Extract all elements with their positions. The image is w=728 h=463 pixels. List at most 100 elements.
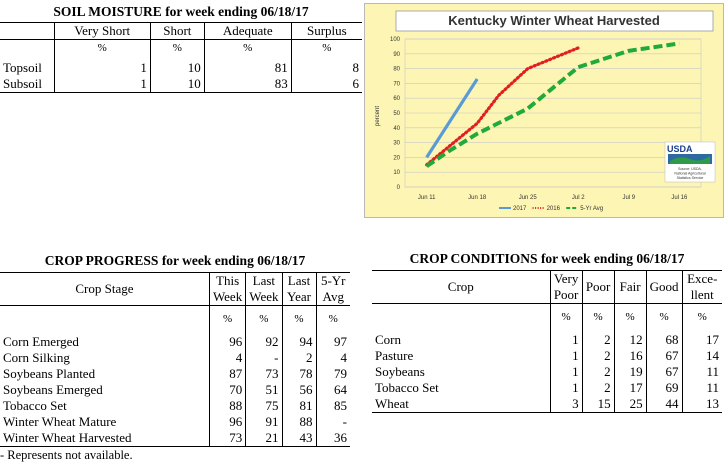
row-label: Tobacco Set xyxy=(3,398,67,413)
progress-unit: % xyxy=(245,311,282,327)
cell-value: 91 xyxy=(245,414,282,430)
table-row: Winter Wheat Harvested 73 21 43 36 xyxy=(0,430,350,447)
progress-header-5yr-avg: 5-Yr Avg xyxy=(315,272,350,306)
cell-value: 4 xyxy=(208,350,246,366)
chart-title-box xyxy=(395,10,714,32)
table-row: Soybeans 1 2 19 67 11 xyxy=(372,364,722,380)
row-label: Soybeans Planted xyxy=(3,366,96,381)
row-label: Subsoil xyxy=(0,76,54,93)
chart-svg: Kentucky Winter Wheat Harvested 0 10 20 30 4… xyxy=(375,10,716,212)
soil-unit: % xyxy=(290,39,362,56)
cell-value: 1 xyxy=(53,60,151,76)
y-tick-label: 70 xyxy=(393,81,400,87)
cell-value: 2 xyxy=(581,364,615,380)
wheat-harvest-chart: Kentucky Winter Wheat Harvested 0 10 20 30 4… xyxy=(364,3,724,218)
soil-moisture-panel: SOIL MOISTURE for week ending 06/18/17 V… xyxy=(0,4,362,93)
cell-value: 83 xyxy=(203,76,292,93)
crop-conditions-panel: CROP CONDITIONS for week ending 06/18/17… xyxy=(372,251,722,413)
cell-value: 2 xyxy=(581,380,615,396)
conditions-unit: % xyxy=(645,309,682,325)
cell-value: 67 xyxy=(645,348,682,364)
row-label: Corn Emerged xyxy=(3,334,79,349)
cell-value: 17 xyxy=(613,380,647,396)
cell-value: 36 xyxy=(315,430,350,447)
table-row: Tobacco Set 1 2 17 69 11 xyxy=(372,380,722,396)
cell-value: 97 xyxy=(315,334,350,350)
legend-label: 2017 xyxy=(513,206,527,212)
chart-ylabel: percent xyxy=(375,106,381,126)
series-line-1 xyxy=(425,46,580,167)
crop-conditions-table: Crop Very Poor Poor Fair Good Exce-llent … xyxy=(372,270,722,413)
conditions-header-fair: Fair xyxy=(613,270,647,304)
crop-progress-title: CROP PROGRESS for week ending 06/18/17 xyxy=(44,253,306,268)
cell-value: 17 xyxy=(681,332,722,348)
row-label: Corn Silking xyxy=(3,350,70,365)
soil-header-surplus: Surplus xyxy=(290,22,362,40)
cell-value: 2 xyxy=(281,350,316,366)
cell-value: 1 xyxy=(53,76,151,93)
cell-value: 13 xyxy=(681,396,722,413)
progress-header-stage: Crop Stage xyxy=(0,272,210,306)
progress-unit: % xyxy=(281,311,316,327)
conditions-header-excellent: Exce-llent xyxy=(681,270,722,304)
table-row: Winter Wheat Mature 96 91 88- xyxy=(0,414,350,430)
y-tick-label: 0 xyxy=(397,185,401,191)
soil-header-adequate: Adequate xyxy=(203,22,292,40)
crop-progress-table: Crop Stage This Week Last Week Last Year 5-… xyxy=(0,272,350,447)
cell-value: 6 xyxy=(290,76,362,93)
cell-value: 78 xyxy=(281,366,316,382)
cell-value: 1 xyxy=(549,332,583,348)
cell-value: 96 xyxy=(208,334,246,350)
soil-unit-row: % % % % xyxy=(0,39,362,56)
table-row: Corn Emerged 96 92 94 97 xyxy=(0,334,350,350)
table-row: Tobacco Set 88 75 81 85 xyxy=(0,398,350,414)
cell-value: 11 xyxy=(681,380,722,396)
conditions-unit: % xyxy=(613,309,647,325)
progress-unit: % xyxy=(315,311,350,327)
cell-value: - xyxy=(245,350,282,366)
cell-value: 11 xyxy=(681,364,722,380)
y-tick-label: 10 xyxy=(393,170,400,176)
cell-value: 15 xyxy=(581,396,615,413)
table-row: Corn Silking 4-2 4 xyxy=(0,350,350,366)
soil-header-short: Short xyxy=(149,22,205,40)
conditions-unit: % xyxy=(581,309,615,325)
cell-value: 87 xyxy=(208,366,246,382)
cell-value: 92 xyxy=(245,334,282,350)
crop-conditions-title: CROP CONDITIONS for week ending 06/18/17 xyxy=(409,251,685,266)
progress-header-last-year: Last Year xyxy=(281,272,316,306)
cell-value: 73 xyxy=(245,366,282,382)
cell-value: 51 xyxy=(245,382,282,398)
row-label: Tobacco Set xyxy=(375,380,439,395)
cell-value: 94 xyxy=(281,334,316,350)
soil-unit: % xyxy=(203,39,292,56)
cell-value: 1 xyxy=(549,380,583,396)
usda-logo: USDA Source: USDA, National Agricultural… xyxy=(664,141,716,183)
soil-moisture-title: SOIL MOISTURE for week ending 06/18/17 xyxy=(53,4,309,19)
cell-value: 67 xyxy=(645,364,682,380)
y-tick-label: 40 xyxy=(393,126,400,132)
soil-unit: % xyxy=(53,39,151,56)
cell-value: 14 xyxy=(681,348,722,364)
conditions-unit: % xyxy=(549,309,583,325)
progress-header-this-week: This Week xyxy=(208,272,246,306)
chart-y-ticks: 0 10 20 30 40 50 60 70 80 90 100 xyxy=(390,37,401,191)
progress-body: Corn Emerged 96 92 94 97 Corn Silking 4-2 4 Soyb… xyxy=(0,334,350,447)
cell-value: 75 xyxy=(245,398,282,414)
conditions-unit: % xyxy=(681,309,722,325)
cell-value: 64 xyxy=(315,382,350,398)
cell-value: 44 xyxy=(645,396,682,413)
series-line-2 xyxy=(425,41,680,168)
progress-unit: % xyxy=(208,311,246,327)
y-tick-label: 50 xyxy=(393,111,400,117)
chart-x-ticks: Jun 11 Jun 18 Jun 25 Jul 2 Jul 9 Jul 16 xyxy=(418,195,688,201)
chart-grid xyxy=(404,38,702,188)
row-label: Soybeans Emerged xyxy=(3,382,103,397)
table-row: Wheat 3 15 25 44 13 xyxy=(372,396,722,413)
row-label: Wheat xyxy=(372,396,551,413)
soil-spacer-row xyxy=(0,56,362,60)
x-tick-label: Jun 25 xyxy=(519,195,538,201)
row-label: Winter Wheat Mature xyxy=(3,414,117,429)
soil-moisture-table: Very Short Short Adequate Surplus % % % … xyxy=(0,22,362,93)
soil-unit: % xyxy=(149,39,205,56)
